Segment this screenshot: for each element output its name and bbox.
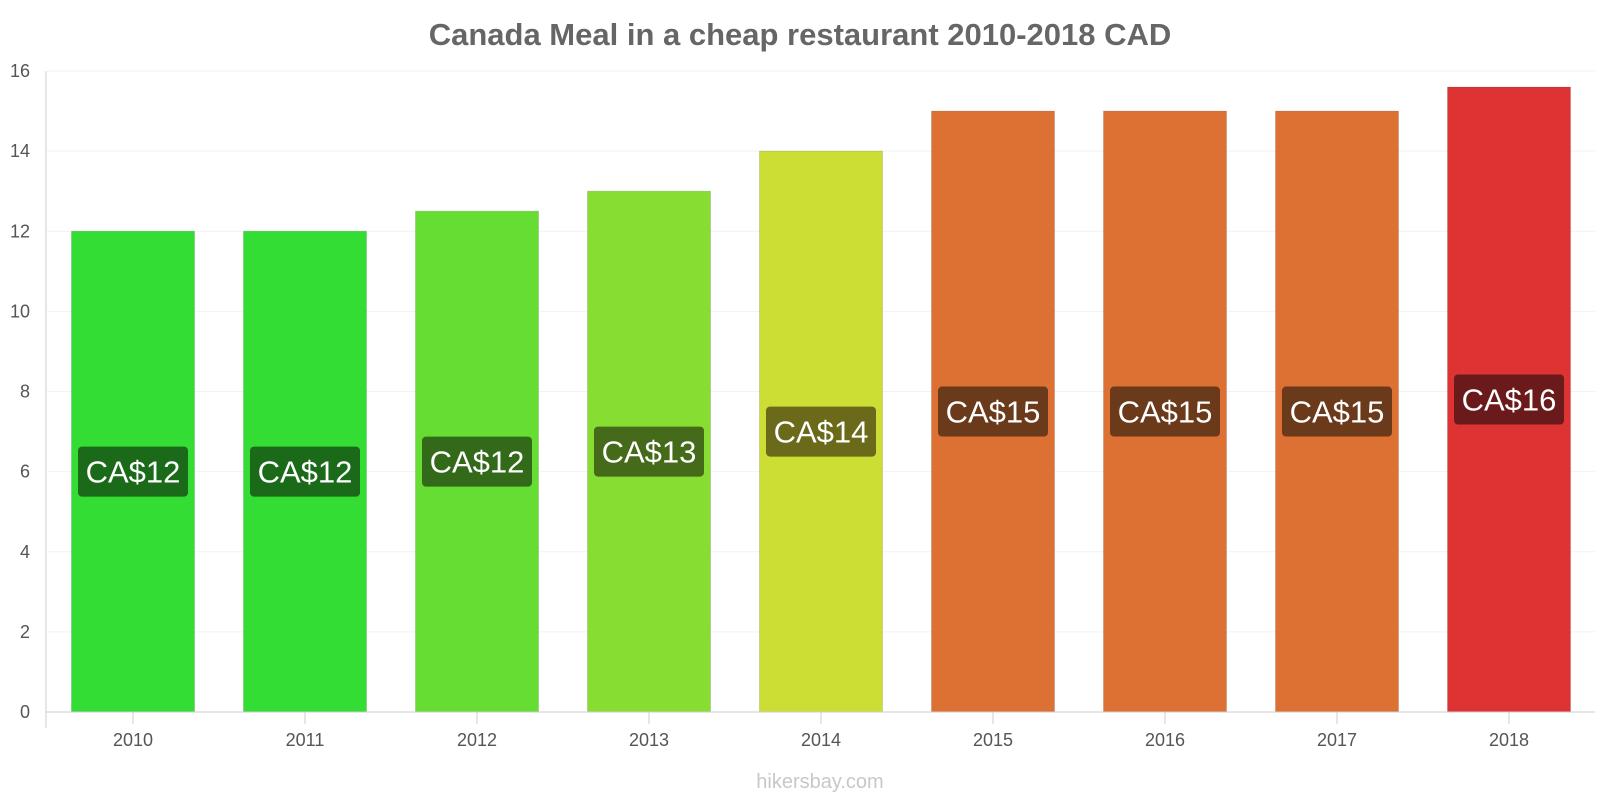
data-label: CA$13	[602, 435, 697, 470]
y-tick-label: 12	[10, 221, 30, 241]
data-label-bg	[1454, 374, 1564, 425]
y-tick-label: 2	[20, 622, 30, 642]
x-tick-label: 2018	[1489, 730, 1529, 750]
data-label-bg	[938, 386, 1048, 437]
y-tick-label: 8	[20, 382, 30, 402]
data-label: CA$12	[430, 445, 525, 480]
x-tick-label: 2015	[973, 730, 1013, 750]
x-tick-label: 2011	[286, 730, 325, 750]
data-label-bg	[594, 426, 704, 477]
x-tick-label: 2010	[113, 730, 153, 750]
data-label: CA$15	[1118, 395, 1213, 430]
data-label-bg	[422, 436, 532, 487]
y-tick-label: 14	[10, 141, 30, 161]
x-tick-label: 2012	[457, 730, 497, 750]
x-tick-label: 2016	[1145, 730, 1185, 750]
y-tick-label: 0	[20, 702, 30, 722]
y-tick-label: 4	[20, 542, 30, 562]
y-tick-label: 16	[10, 61, 30, 81]
data-label: CA$15	[946, 395, 1041, 430]
x-tick-label: 2013	[629, 730, 669, 750]
y-axis: 0 2 4 6 8 10 12 14 16	[10, 61, 47, 728]
x-tick-label: 2014	[801, 730, 841, 750]
data-label-bg	[1110, 386, 1220, 437]
data-label: CA$15	[1290, 395, 1385, 430]
data-label: CA$12	[258, 455, 353, 490]
chart-title: Canada Meal in a cheap restaurant 2010-2…	[429, 17, 1172, 52]
data-label: CA$12	[86, 455, 181, 490]
y-tick-label: 6	[20, 462, 30, 482]
data-label: CA$14	[774, 415, 869, 450]
data-label-bg	[250, 446, 360, 497]
source-watermark: hikersbay.com	[756, 771, 883, 793]
x-axis: 2010 2011 2012 2013 2014 2015 2016 2017 2018	[46, 711, 1595, 750]
data-labels: CA$12 CA$12 CA$12 CA$13 CA$14 CA$15 CA$15 CA$15…	[78, 374, 1564, 497]
x-tick-label: 2017	[1317, 730, 1357, 750]
data-label-bg	[766, 406, 876, 457]
data-label-bg	[78, 446, 188, 497]
data-label-bg	[1282, 386, 1392, 437]
y-tick-label: 10	[10, 301, 30, 321]
data-label: CA$16	[1462, 383, 1557, 418]
